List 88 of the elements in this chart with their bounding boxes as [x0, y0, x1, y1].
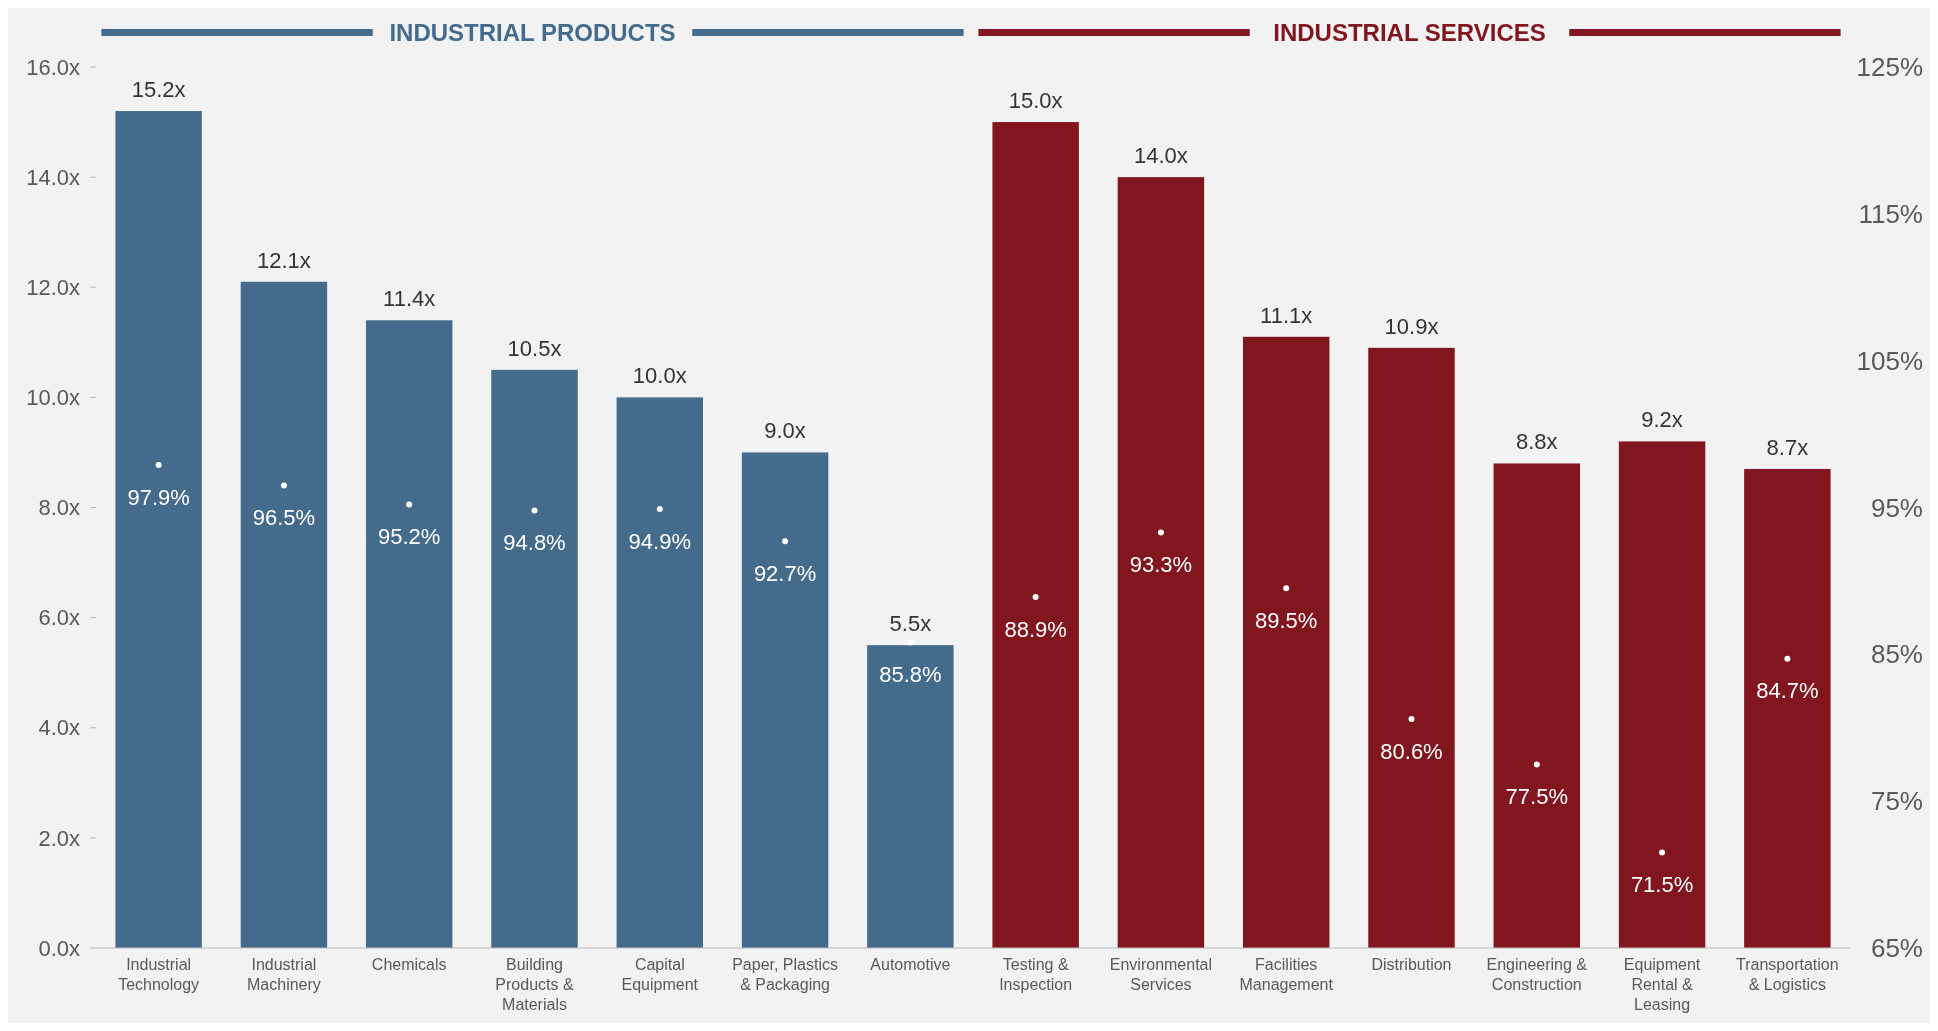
data-label: 12.1x: [257, 247, 311, 273]
y-tick-label: 6.0x: [38, 605, 80, 631]
y-tick-label: 12.0x: [26, 274, 80, 300]
y2-tick-label: 75%: [1870, 786, 1923, 817]
data-label: 10.0x: [632, 363, 687, 389]
data-label: 80.6%: [1380, 738, 1443, 764]
data-label: 10.9x: [1384, 313, 1439, 339]
y-tick-label: 14.0x: [26, 164, 80, 190]
bar: [1618, 441, 1706, 948]
y2-tick-label: 65%: [1870, 933, 1923, 964]
x-tick-label: Transportation & Logistics: [1736, 956, 1839, 993]
x-tick-label: Engineering & Construction: [1486, 956, 1588, 993]
point: [531, 507, 538, 514]
data-label: 15.2x: [131, 77, 186, 103]
y-tick-label: 4.0x: [38, 715, 80, 741]
point: [1784, 655, 1791, 662]
y2-tick-label: 85%: [1870, 639, 1923, 670]
x-tick-label: Paper, Plastics & Packaging: [732, 956, 838, 993]
bar: [1368, 347, 1455, 948]
y2-tick-label: 125%: [1856, 52, 1923, 83]
point: [1408, 715, 1415, 722]
x-tick-label: Environmental Services: [1109, 956, 1213, 993]
y2-tick-label: 115%: [1858, 198, 1923, 229]
point: [656, 505, 663, 512]
data-label: 93.3%: [1129, 552, 1193, 578]
bar: [240, 281, 328, 948]
point: [1032, 594, 1039, 601]
data-label: 89.5%: [1255, 607, 1318, 633]
y-tick-label: 8.0x: [38, 495, 80, 521]
data-label: 9.2x: [1641, 407, 1683, 433]
bar: [741, 452, 829, 948]
data-label: 84.7%: [1756, 678, 1819, 704]
data-label: 97.9%: [127, 484, 190, 510]
x-tick-label: Distribution: [1371, 956, 1452, 973]
data-label: 77.5%: [1505, 784, 1568, 810]
y-tick-label: 2.0x: [38, 825, 80, 851]
x-tick-label: Building Products & Materials: [495, 956, 574, 1013]
x-tick-label: Capital Equipment: [621, 956, 699, 993]
x-tick-label: Equipment Rental & Leasing: [1623, 956, 1701, 1013]
bar: [1117, 177, 1205, 948]
point: [1659, 849, 1666, 856]
point: [155, 461, 162, 468]
data-label: 8.7x: [1766, 434, 1809, 460]
x-tick-label: Testing & Inspection: [999, 956, 1073, 993]
data-label: 96.5%: [252, 505, 316, 531]
data-label: 10.5x: [507, 335, 562, 361]
bar: [992, 122, 1079, 948]
x-tick-label: Facilities Management: [1239, 956, 1334, 993]
data-label: 85.8%: [879, 662, 942, 688]
y2-tick-label: 95%: [1870, 492, 1923, 523]
bar: [365, 320, 453, 948]
y-tick-label: 16.0x: [26, 54, 80, 80]
y-tick-label: 0.0x: [38, 935, 80, 961]
data-label: 5.5x: [889, 611, 932, 637]
data-label: 94.8%: [503, 530, 566, 556]
x-tick-label: Industrial Machinery: [247, 956, 321, 993]
data-label: 8.8x: [1515, 429, 1558, 455]
data-label: 11.4x: [383, 286, 436, 312]
point: [1533, 761, 1540, 768]
bar: [867, 645, 954, 948]
y2-tick-label: 105%: [1856, 345, 1923, 376]
bar: [491, 369, 578, 948]
data-label: 95.2%: [378, 524, 441, 550]
bar: [115, 111, 202, 948]
data-label: 14.0x: [1134, 143, 1188, 169]
point: [280, 482, 287, 489]
point: [406, 501, 413, 508]
bar: [1242, 336, 1330, 948]
bar: [1744, 468, 1831, 948]
point: [782, 538, 789, 545]
bar: [616, 397, 704, 948]
data-label: 9.0x: [764, 418, 806, 444]
bar: [1493, 463, 1581, 948]
point: [1157, 529, 1164, 536]
data-label: 92.7%: [753, 560, 817, 586]
data-label: 11.1x: [1260, 302, 1313, 328]
point: [1283, 585, 1290, 592]
data-label: 94.9%: [628, 528, 691, 554]
text: INDUSTRIAL PRODUCTS: [389, 19, 676, 46]
data-label: 71.5%: [1630, 872, 1694, 898]
x-tick-label: Chemicals: [371, 956, 447, 973]
data-label: 15.0x: [1008, 88, 1063, 114]
x-tick-label: Automotive: [870, 956, 951, 973]
point: [907, 639, 914, 646]
text: INDUSTRIAL SERVICES: [1273, 19, 1546, 46]
y-tick-label: 10.0x: [26, 385, 80, 411]
data-label: 88.9%: [1004, 616, 1067, 642]
x-tick-label: Industrial Technology: [118, 956, 200, 993]
